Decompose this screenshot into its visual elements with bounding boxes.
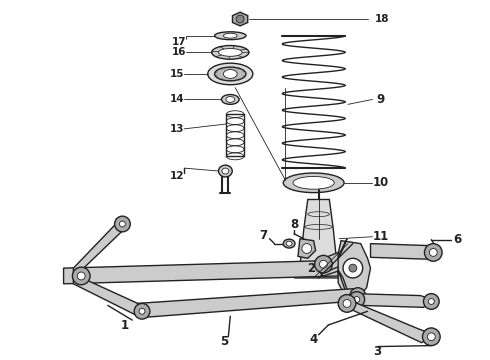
Ellipse shape: [223, 33, 237, 38]
Ellipse shape: [221, 95, 239, 104]
Polygon shape: [298, 239, 316, 258]
Circle shape: [350, 288, 366, 303]
Circle shape: [77, 272, 85, 280]
Circle shape: [349, 264, 357, 272]
Polygon shape: [338, 241, 370, 298]
Circle shape: [115, 216, 130, 232]
Ellipse shape: [219, 165, 232, 177]
Polygon shape: [64, 260, 338, 284]
Circle shape: [236, 15, 244, 23]
Circle shape: [139, 308, 145, 314]
Circle shape: [355, 293, 361, 298]
Circle shape: [343, 258, 363, 278]
Circle shape: [427, 333, 435, 341]
Text: 8: 8: [290, 219, 298, 231]
Ellipse shape: [226, 96, 235, 102]
Text: 13: 13: [170, 124, 185, 134]
Text: 3: 3: [373, 345, 381, 358]
Polygon shape: [338, 239, 347, 258]
Ellipse shape: [212, 45, 249, 59]
Circle shape: [73, 267, 90, 285]
Polygon shape: [300, 199, 337, 266]
Circle shape: [424, 244, 442, 261]
Circle shape: [120, 221, 125, 227]
Text: 6: 6: [454, 233, 462, 246]
Text: 18: 18: [375, 14, 390, 24]
Text: 17: 17: [172, 37, 187, 46]
Polygon shape: [318, 248, 353, 271]
Circle shape: [429, 248, 437, 256]
Ellipse shape: [283, 173, 344, 193]
Circle shape: [343, 300, 351, 307]
Text: 11: 11: [372, 230, 389, 243]
Circle shape: [338, 294, 356, 312]
Polygon shape: [343, 298, 434, 343]
Circle shape: [349, 292, 365, 307]
Text: 4: 4: [310, 333, 318, 346]
Polygon shape: [74, 217, 122, 278]
Text: 14: 14: [170, 94, 185, 104]
Polygon shape: [370, 244, 438, 259]
Circle shape: [319, 260, 327, 268]
Circle shape: [315, 255, 332, 273]
Ellipse shape: [219, 49, 242, 56]
Ellipse shape: [222, 168, 229, 174]
Circle shape: [354, 297, 360, 302]
Text: 15: 15: [170, 69, 185, 79]
Polygon shape: [137, 289, 363, 317]
Text: 7: 7: [260, 229, 268, 242]
Text: 9: 9: [376, 93, 385, 106]
Circle shape: [428, 298, 434, 305]
Polygon shape: [338, 270, 350, 298]
Ellipse shape: [283, 239, 295, 248]
Ellipse shape: [208, 63, 253, 85]
Polygon shape: [294, 266, 343, 278]
Circle shape: [134, 303, 150, 319]
Circle shape: [302, 244, 312, 253]
Ellipse shape: [223, 69, 237, 78]
Text: 10: 10: [372, 176, 389, 189]
Polygon shape: [74, 274, 142, 318]
Ellipse shape: [286, 241, 292, 246]
Ellipse shape: [215, 32, 246, 40]
Circle shape: [314, 267, 323, 277]
Text: 16: 16: [172, 48, 187, 57]
Ellipse shape: [215, 67, 246, 81]
Text: 5: 5: [220, 335, 228, 348]
Text: 1: 1: [121, 319, 128, 332]
Circle shape: [423, 294, 439, 309]
Circle shape: [422, 328, 440, 346]
Polygon shape: [232, 12, 248, 26]
Text: 2: 2: [308, 262, 316, 275]
Polygon shape: [354, 294, 434, 307]
Ellipse shape: [293, 176, 334, 189]
Text: 12: 12: [170, 171, 185, 181]
